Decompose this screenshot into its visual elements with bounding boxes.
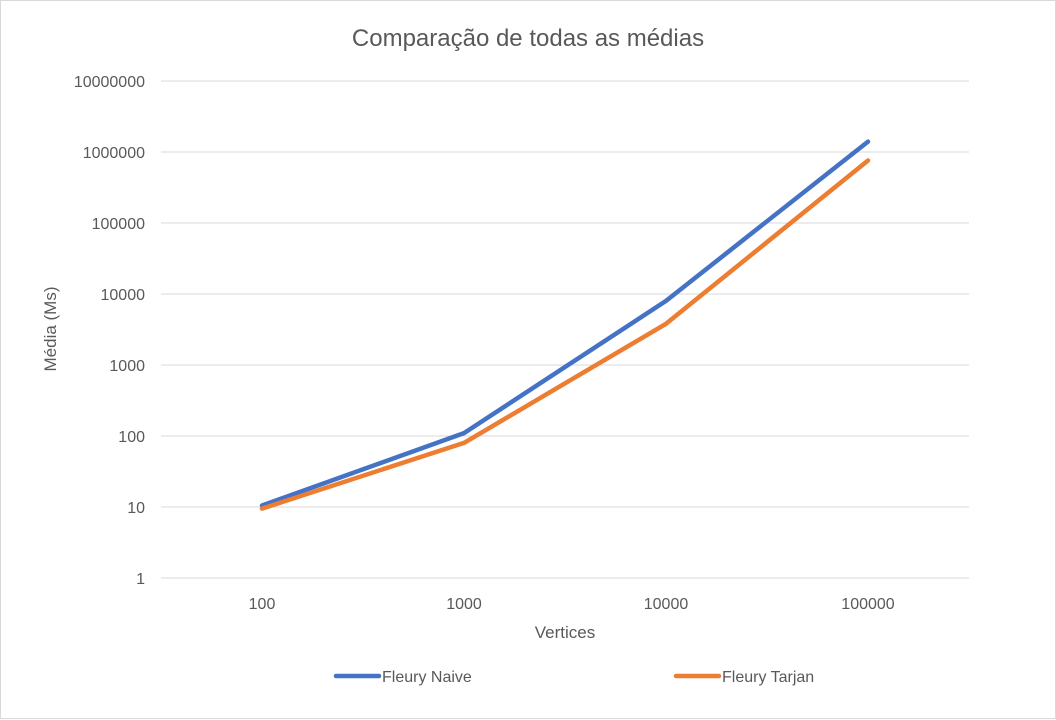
y-tick-label: 100 (118, 429, 145, 446)
y-tick-label: 10000000 (74, 74, 145, 91)
x-tick-label: 10000 (644, 596, 689, 613)
y-tick-label: 1000 (109, 358, 145, 375)
legend: Fleury Naive Fleury Tarjan (333, 669, 814, 686)
x-tick-label: 100 (249, 596, 276, 613)
legend-label-fleury-naive: Fleury Naive (382, 669, 472, 686)
y-tick-label: 10000 (101, 287, 146, 304)
y-axis-title: Média (Ms) (41, 286, 60, 371)
chart-title: Comparação de todas as médias (352, 25, 704, 52)
y-axis-tick-labels: 1 10 100 1000 10000 100000 1000000 10000000 (74, 74, 145, 588)
y-tick-label: 10 (127, 500, 145, 517)
series-line-fleury-naive (259, 139, 871, 508)
x-tick-label: 100000 (841, 596, 894, 613)
y-tick-label: 1 (136, 571, 145, 588)
grid-lines (161, 80, 969, 579)
x-axis-tick-labels: 100 1000 10000 100000 (249, 596, 895, 613)
series-line-fleury-tarjan (259, 158, 871, 511)
y-tick-label: 100000 (92, 216, 145, 233)
x-axis-title: Vertices (535, 623, 595, 642)
legend-label-fleury-tarjan: Fleury Tarjan (722, 669, 814, 686)
series-lines (259, 139, 871, 511)
x-tick-label: 1000 (446, 596, 482, 613)
y-tick-label: 1000000 (83, 145, 145, 162)
